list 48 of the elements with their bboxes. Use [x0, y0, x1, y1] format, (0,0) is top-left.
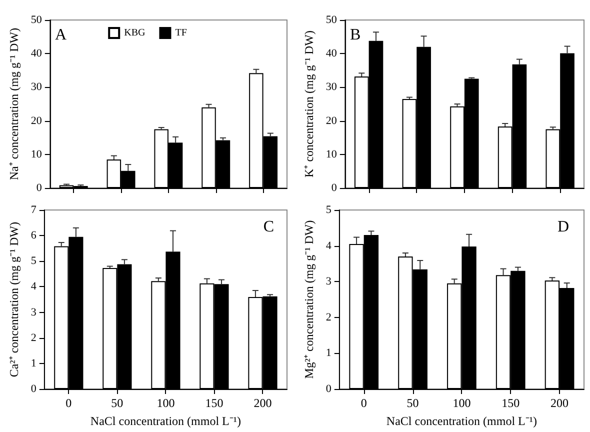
- y-tick-label: 4: [326, 240, 332, 252]
- x-tick-label: 200: [550, 396, 569, 410]
- y-tick-label: 20: [326, 114, 338, 127]
- legend-label: KBG: [124, 28, 146, 38]
- y-tick-label: 10: [30, 148, 42, 160]
- x-tick-label: 150: [502, 396, 520, 410]
- x-tick-label: 50: [111, 396, 124, 410]
- y-axis-title: Na⁺ concentration (mg g⁻¹ DW): [7, 28, 21, 180]
- y-tick-label: 5: [326, 204, 332, 216]
- x-axis-title: NaCl concentration (mmol L⁻¹): [386, 414, 537, 428]
- y-tick-label: 4: [30, 280, 37, 293]
- x-tick-label: 0: [66, 396, 72, 410]
- x-tick-label: 50: [406, 396, 419, 410]
- y-tick-label: 0: [36, 182, 42, 194]
- y-tick-label: 0: [331, 182, 338, 194]
- x-axis-title: NaCl concentration (mmol L⁻¹): [90, 414, 241, 428]
- x-tick-label: 200: [254, 396, 272, 410]
- y-axis-title: Mg²⁺ concentration (mg g⁻¹ DW): [302, 220, 316, 379]
- y-tick-label: 5: [30, 255, 37, 268]
- y-tick-label: 2: [326, 311, 332, 324]
- y-tick-label: 7: [30, 204, 37, 216]
- y-tick-label: 40: [326, 48, 338, 60]
- y-tick-label: 2: [30, 332, 36, 344]
- y-tick-label: 50: [30, 14, 42, 26]
- y-tick-label: 6: [30, 230, 37, 242]
- y-tick-label: 20: [30, 114, 42, 127]
- y-tick-label: 3: [30, 306, 37, 318]
- chart-title: B: [350, 26, 361, 44]
- x-tick-label: 150: [205, 396, 224, 410]
- y-tick-label: 30: [326, 81, 338, 94]
- y-axis-title: Ca²⁺ concentration (mg g⁻¹ DW): [7, 222, 21, 378]
- x-tick-label: 0: [360, 396, 367, 410]
- y-axis-title: K⁺ concentration (mg g⁻¹ DW): [302, 30, 316, 178]
- y-tick-label: 0: [30, 383, 37, 395]
- legend-label: TF: [175, 28, 188, 38]
- text: C: [263, 218, 274, 236]
- x-tick-label: 100: [452, 396, 471, 410]
- y-tick-label: 50: [326, 14, 338, 26]
- chart-title: A: [55, 26, 67, 44]
- x-tick-label: 100: [156, 396, 175, 410]
- y-tick-label: 0: [326, 383, 332, 395]
- y-tick-label: 1: [326, 347, 332, 360]
- y-tick-label: 40: [30, 48, 42, 60]
- y-tick-label: 3: [326, 276, 332, 288]
- y-tick-label: 30: [30, 81, 42, 94]
- text: D: [557, 218, 570, 236]
- y-tick-label: 10: [326, 148, 338, 160]
- y-tick-label: 1: [30, 357, 36, 370]
